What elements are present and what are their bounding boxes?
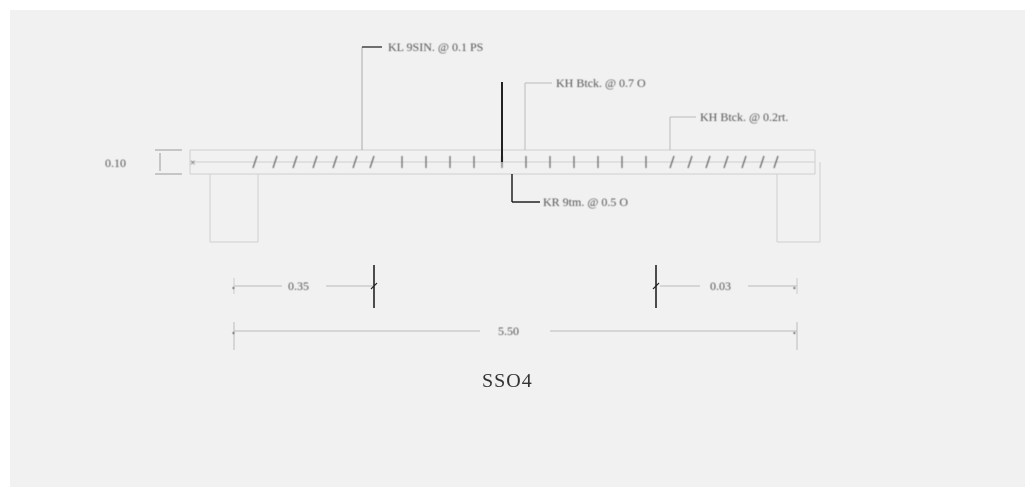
stirrup-mark [292, 155, 298, 169]
partial-dimension-line [233, 265, 798, 308]
stirrup-mark [687, 155, 693, 169]
left-support [209, 174, 259, 243]
stirrup-mark [369, 155, 375, 169]
thickness-label: 0.10 [105, 156, 126, 170]
stirrup-mark [759, 155, 765, 169]
overall-right-marker: • [793, 329, 796, 338]
stirrup-mark [272, 155, 278, 169]
drawing-title: SSO4 [482, 370, 533, 392]
right-span-label: 0.03 [710, 279, 731, 293]
stirrup-mark [705, 155, 711, 169]
stirrup-mark [669, 155, 675, 169]
stirrup-mark [741, 155, 747, 169]
callout-right-leader [669, 116, 696, 150]
stirrup-mark [312, 155, 318, 169]
stirrups [252, 155, 779, 169]
callout-top-leader [361, 46, 378, 150]
thickness-dimension [155, 149, 182, 175]
stirrup-mark [352, 155, 358, 169]
left-end-marker: × [190, 158, 196, 169]
callout-below-label: KR 9tm. @ 0.5 O [543, 195, 628, 209]
beam-drawing: 0.10 × KL 9SIN. @ 0.1 PS KH Btck. @ 0.7 … [105, 40, 821, 392]
overall-span-label: 5.50 [498, 324, 519, 338]
callout-mid-label: KH Btck. @ 0.7 O [556, 76, 646, 90]
left-dim-end-marker: • [232, 284, 235, 293]
stirrup-mark [773, 155, 779, 169]
overall-left-marker: • [232, 329, 235, 338]
left-span-label: 0.35 [288, 279, 309, 293]
callout-below-leader [511, 174, 540, 203]
stirrup-mark [252, 155, 258, 169]
right-support [776, 162, 821, 243]
stirrup-mark [332, 155, 338, 169]
drawing-canvas: 0.10 × KL 9SIN. @ 0.1 PS KH Btck. @ 0.7 … [10, 10, 1025, 487]
callout-mid-leader [524, 82, 552, 150]
overall-dimension-line [233, 322, 798, 350]
stirrup-mark [723, 155, 729, 169]
right-dim-end-marker: • [793, 284, 796, 293]
callout-right-label: KH Btck. @ 0.2rt. [700, 110, 788, 124]
callout-top-label: KL 9SIN. @ 0.1 PS [388, 40, 483, 54]
